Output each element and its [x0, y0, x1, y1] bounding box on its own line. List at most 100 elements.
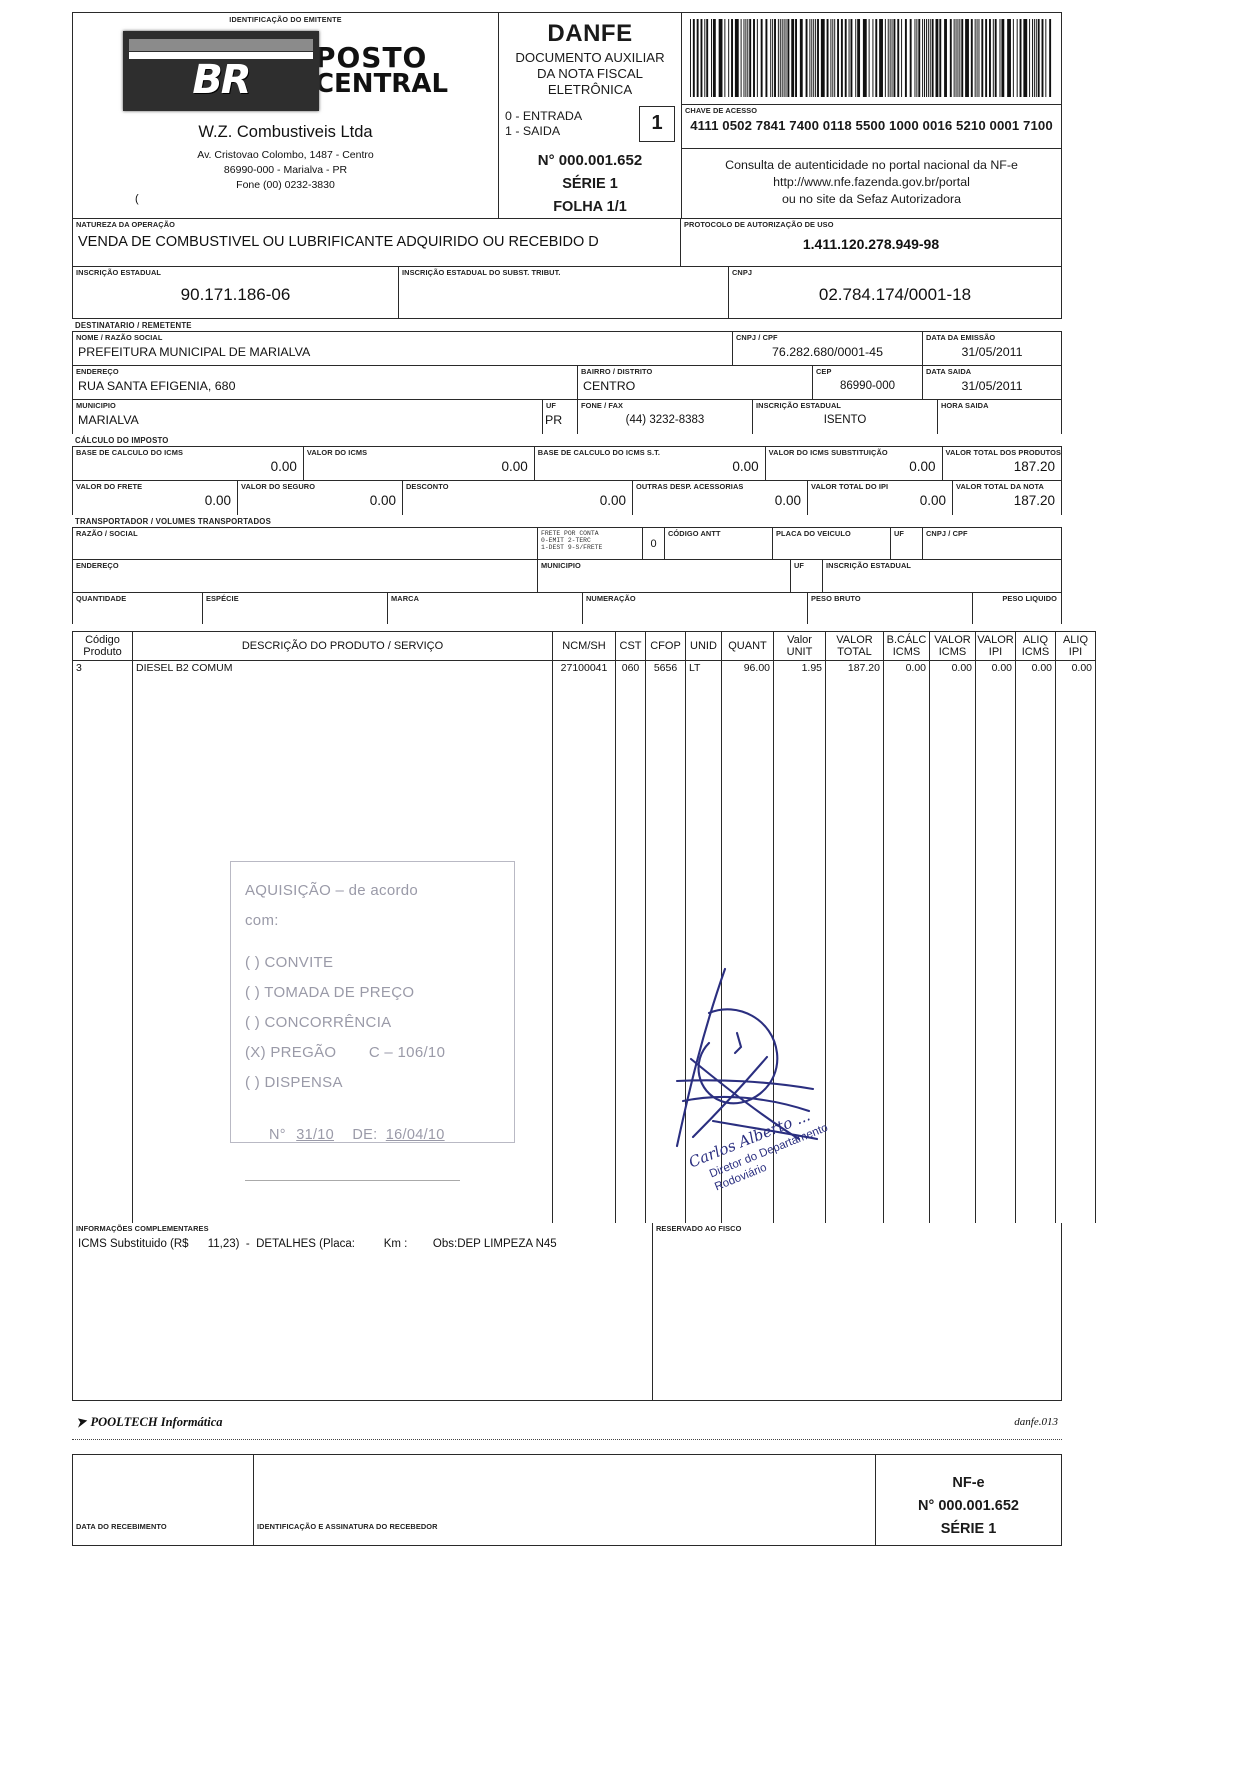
dest-ie-field: INSCRIÇÃO ESTADUAL ISENTO	[753, 400, 938, 434]
frete-label-1: FRETE POR CONTA	[541, 530, 599, 537]
imposto-cell-value: 187.20	[1013, 458, 1055, 474]
imposto-cell: VALOR DO ICMS 0.00	[303, 447, 535, 481]
consulta-line-3: ou no site da Sefaz Autorizadora	[781, 192, 962, 206]
chave-acesso-block: CHAVE DE ACESSO 4111 0502 7841 7400 0118…	[682, 13, 1061, 218]
imposto-cell-label: VALOR TOTAL DO IPI	[811, 481, 889, 491]
dest-endereco-label: ENDEREÇO	[76, 366, 119, 376]
dest-bairro-field: BAIRRO / DISTRITO CENTRO	[578, 366, 813, 400]
emitente-city: 86990-000 - Marialva - PR	[223, 164, 348, 176]
informacoes-block: INFORMAÇÕES COMPLEMENTARES ICMS Substitu…	[72, 1223, 1062, 1401]
pooltech-arrow-icon: ➤	[74, 1413, 89, 1431]
imposto-cell: VALOR DO ICMS SUBSTITUIÇÃO 0.00	[765, 447, 943, 481]
destinatario-row-3: MUNICIPIO MARIALVA UF PR FONE / FAX (44)…	[73, 400, 1061, 434]
reservado-fisco-label: RESERVADO AO FISCO	[656, 1223, 742, 1233]
dest-nome-label: NOME / RAZÃO SOCIAL	[76, 332, 163, 342]
emitente-address: Av. Cristovao Colombo, 1487 - Centro	[197, 149, 374, 161]
produtos-col-header: Código Produto	[72, 631, 133, 661]
informacoes-complementares-field: INFORMAÇÕES COMPLEMENTARES ICMS Substitu…	[73, 1223, 653, 1400]
imposto-cell-value: 187.20	[1013, 492, 1055, 508]
imposto-cell-label: VALOR DO SEGURO	[241, 481, 316, 491]
transportador-section-title: TRANSPORTADOR / VOLUMES TRANSPORTADOS	[75, 517, 271, 526]
imposto-cell: VALOR DO SEGURO 0.00	[238, 481, 403, 515]
frete-label-2: 0-EMIT 2-TERC	[541, 537, 591, 544]
carimbo-line-1: AQUISIÇÃO – de acordo	[245, 882, 419, 899]
volume-quantidade-field: QUANTIDADE	[73, 593, 203, 624]
consulta-line-1: Consulta de autenticidade no portal naci…	[725, 158, 1018, 172]
imposto-row-2: VALOR DO FRETE 0.00 VALOR DO SEGURO 0.00 DES…	[73, 481, 1061, 515]
ie-st-value	[399, 277, 728, 287]
data-emissao-value: 31/05/2011	[961, 344, 1023, 359]
produtos-col-header: NCM/SH	[552, 631, 616, 661]
imposto-cell: BASE DE CALCULO DO ICMS S.T. 0.00	[534, 447, 766, 481]
barcode-area	[682, 13, 1061, 105]
imposto-cell: VALOR DO FRETE 0.00	[73, 481, 238, 515]
transportador-row-1: RAZÃO / SOCIAL FRETE POR CONTA 0-EMIT 2-…	[73, 528, 1061, 560]
stray-mark: (	[135, 193, 139, 205]
carimbo-num-value: 31/10	[296, 1127, 335, 1143]
produtos-col-header: B.CÁLC ICMS	[883, 631, 930, 661]
danfe-subtitle-2: DA NOTA FISCAL	[536, 66, 643, 81]
dest-uf-value: PR	[545, 412, 563, 427]
produtos-col-header: VALOR IPI	[975, 631, 1016, 661]
natureza-label: NATUREZA DA OPERAÇÃO	[76, 219, 176, 229]
transportador-row-3: QUANTIDADE ESPÉCIE MARCA NUMERAÇÃO PESO …	[73, 593, 1061, 624]
rodape: ➤ POOLTECH Informática danfe.013	[72, 1401, 1062, 1437]
imposto-cell-value: 0.00	[919, 492, 946, 508]
produtos-cell-cst: 060	[615, 660, 646, 1223]
imposto-cell-label: VALOR DO FRETE	[76, 481, 143, 491]
imposto-cell-label: VALOR TOTAL DA NOTA	[956, 481, 1044, 491]
carimbo-opcao-pregao: (X) PREGÃO C – 106/10	[245, 1038, 504, 1068]
emitente-block: IDENTIFICAÇÃO DO EMITENTE BR POSTO CENTR…	[73, 13, 499, 218]
transp-endereco-field: ENDEREÇO	[73, 560, 538, 593]
cnpj-value: 02.784.174/0001-18	[818, 284, 972, 302]
imposto-cell-label: VALOR TOTAL DOS PRODUTOS	[945, 447, 1061, 457]
volume-numeracao-label: NUMERAÇÃO	[586, 593, 636, 603]
carimbo-pregao-ref: C – 106/10	[368, 1044, 446, 1061]
produtos-col-header: VALOR ICMS	[929, 631, 976, 661]
consulta-text: Consulta de autenticidade no portal naci…	[682, 149, 1061, 208]
produtos-body: 3 DIESEL B2 COMUM 27100041 060 5656 LT 96.00 1.…	[72, 660, 1096, 1223]
consulta-url[interactable]: http://www.nfe.fazenda.gov.br/portal	[773, 175, 970, 189]
tipo-operacao-labels: 0 - ENTRADA 1 - SAIDA	[505, 109, 639, 139]
inscricao-estadual-field: INSCRIÇÃO ESTADUAL 90.171.186-06	[73, 267, 399, 318]
saida-label: 1 - SAIDA	[505, 124, 561, 138]
inscricao-estadual-st-field: INSCRIÇÃO ESTADUAL DO SUBST. TRIBUT.	[399, 267, 729, 318]
dest-bairro-value: CENTRO	[583, 378, 636, 393]
danfe-block: DANFE DOCUMENTO AUXILIAR DA NOTA FISCAL …	[499, 13, 682, 218]
dest-municipio-label: MUNICIPIO	[76, 400, 116, 410]
imposto-cell: VALOR TOTAL DA NOTA 187.20	[953, 481, 1061, 515]
natureza-operacao-field: NATUREZA DA OPERAÇÃO VENDA DE COMBUSTIVE…	[73, 219, 681, 266]
peso-liquido-field: PESO LIQUIDO	[973, 593, 1061, 624]
volume-marca-field: MARCA	[388, 593, 583, 624]
dest-municipio-field: MUNICIPIO MARIALVA	[73, 400, 543, 434]
recibo-nfe-serie: SÉRIE 1	[940, 1521, 997, 1537]
cut-line	[72, 1439, 1062, 1440]
hora-saida-field: HORA SAIDA	[938, 400, 1061, 434]
carimbo-num-label: N°	[269, 1127, 286, 1143]
data-saida-value: 31/05/2011	[961, 378, 1023, 393]
placa-label: PLACA DO VEICULO	[776, 528, 851, 538]
header-block: IDENTIFICAÇÃO DO EMITENTE BR POSTO CENTR…	[72, 12, 1062, 219]
ie-value: 90.171.186-06	[180, 284, 291, 302]
produtos-col-header: DESCRIÇÃO DO PRODUTO / SERVIÇO	[132, 631, 553, 661]
imposto-cell-value: 0.00	[599, 492, 626, 508]
carimbo-de-value: 16/04/10	[385, 1127, 445, 1143]
data-emissao-label: DATA DA EMISSÃO	[926, 332, 996, 342]
transp-endereco-label: ENDEREÇO	[76, 560, 119, 570]
logo-line-2: CENTRAL	[314, 69, 449, 99]
transp-municipio-field: MUNICIPIO	[538, 560, 791, 593]
imposto-cell: VALOR TOTAL DO IPI 0.00	[808, 481, 953, 515]
data-emissao-field: DATA DA EMISSÃO 31/05/2011	[923, 332, 1061, 366]
transp-cnpj-label: CNPJ / CPF	[926, 528, 968, 538]
transp-ie-field: INSCRIÇÃO ESTADUAL	[823, 560, 1061, 593]
data-saida-field: DATA SAIDA 31/05/2011	[923, 366, 1061, 400]
volume-especie-label: ESPÉCIE	[206, 593, 239, 603]
tipo-operacao-row: 0 - ENTRADA 1 - SAIDA 1	[499, 106, 681, 142]
frete-conta-field: FRETE POR CONTA 0-EMIT 2-TERC 1-DEST 9-S…	[538, 528, 643, 560]
dest-uf-label: UF	[546, 400, 557, 410]
transp-razao-field: RAZÃO / SOCIAL	[73, 528, 538, 560]
danfe-folha: FOLHA 1/1	[553, 199, 627, 215]
emitente-address-block: Av. Cristovao Colombo, 1487 - Centro 869…	[73, 148, 498, 205]
danfe-document: IDENTIFICAÇÃO DO EMITENTE BR POSTO CENTR…	[72, 12, 1096, 1712]
imposto-cell-label: DESCONTO	[406, 481, 449, 491]
